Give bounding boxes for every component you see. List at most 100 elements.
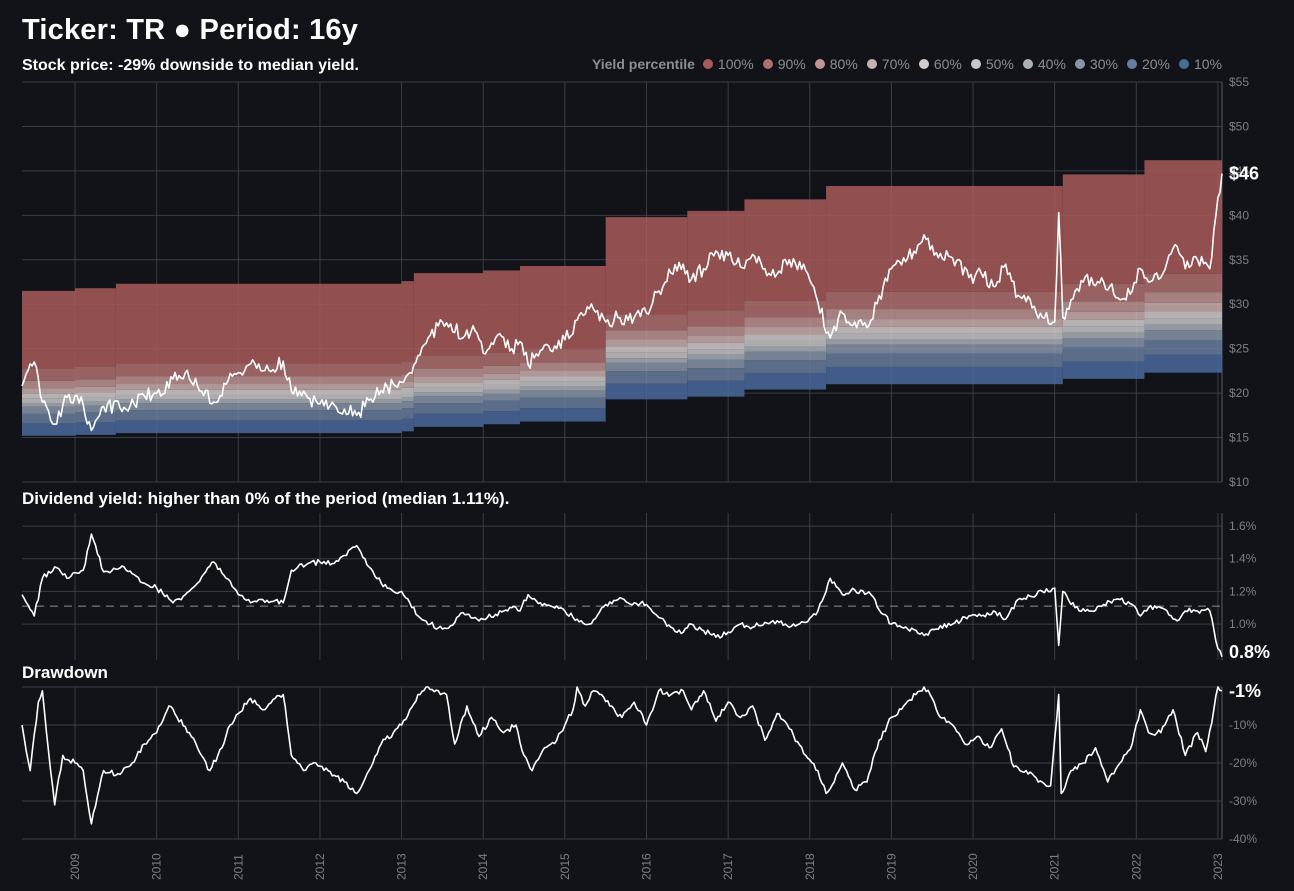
yield-panel: 1.0% 1.2% 1.4% 1.6% 0.8% xyxy=(21,513,1270,662)
y-tick-label: $15 xyxy=(1229,431,1249,445)
percentile-band xyxy=(22,368,76,381)
percentile-band xyxy=(413,413,484,427)
percentile-band xyxy=(605,330,688,340)
legend-dot xyxy=(814,59,825,69)
drawdown-end-label: -1% xyxy=(1229,681,1261,701)
percentile-band xyxy=(413,355,484,369)
percentile-band xyxy=(75,366,116,380)
drawdown-panel: -40% -30% -20% -10% -1% xyxy=(21,681,1261,846)
legend-dot xyxy=(918,59,929,69)
percentile-band xyxy=(483,352,520,366)
percentile-band xyxy=(687,335,745,343)
percentile-band xyxy=(744,317,827,328)
percentile-band xyxy=(1144,318,1222,325)
x-tick-label: 2022 xyxy=(1129,853,1143,880)
legend-item-40: 40% xyxy=(1022,56,1066,72)
percentile-band xyxy=(1062,338,1145,348)
percentile-band xyxy=(483,365,520,374)
legend-dot xyxy=(970,59,981,69)
percentile-band xyxy=(1144,273,1222,293)
x-tick-label: 2012 xyxy=(313,853,327,880)
percentile-band xyxy=(22,403,76,407)
legend-label: 70% xyxy=(881,56,910,72)
percentile-band xyxy=(519,381,606,387)
percentile-band xyxy=(1144,311,1222,319)
percentile-band xyxy=(605,371,688,384)
yield-percentile-legend: Yield percentile 100% 90% 80% 70% 60% 50… xyxy=(592,56,1222,72)
legend-item-50: 50% xyxy=(970,56,1014,72)
x-tick-label: 2020 xyxy=(966,853,980,880)
percentile-band xyxy=(401,397,414,402)
legend-item-80: 80% xyxy=(814,56,858,72)
percentile-band xyxy=(483,379,520,385)
percentile-band xyxy=(75,392,116,398)
percentile-band xyxy=(519,362,606,371)
drawdown-series-line xyxy=(21,686,1223,825)
percentile-band xyxy=(75,412,116,423)
legend-dot xyxy=(866,59,877,69)
x-tick-label: 2013 xyxy=(395,853,409,880)
percentile-band xyxy=(826,339,1063,345)
percentile-band xyxy=(115,389,402,395)
percentile-band xyxy=(1144,324,1222,331)
legend-item-10: 10% xyxy=(1178,56,1222,72)
percentile-band xyxy=(22,423,76,436)
y-tick-label: $55 xyxy=(1229,75,1249,89)
x-tick-label: 2015 xyxy=(558,853,572,880)
page-subtitle: Stock price: -29% downside to median yie… xyxy=(22,57,359,74)
percentile-band xyxy=(826,319,1063,327)
legend-dot xyxy=(762,59,773,69)
percentile-band xyxy=(605,358,688,363)
percentile-band xyxy=(75,379,116,387)
percentile-band xyxy=(483,384,520,390)
percentile-band xyxy=(1144,330,1222,340)
percentile-band xyxy=(687,354,745,360)
percentile-band xyxy=(483,393,520,401)
percentile-band xyxy=(22,290,76,369)
legend-dot xyxy=(1074,59,1085,69)
y-tick-label: -10% xyxy=(1229,718,1257,732)
percentile-band xyxy=(401,401,414,409)
percentile-band xyxy=(401,381,414,388)
percentile-band xyxy=(75,405,116,413)
percentile-band xyxy=(401,281,414,362)
percentile-band xyxy=(1062,319,1145,327)
legend-item-30: 30% xyxy=(1074,56,1118,72)
yield-end-label: 0.8% xyxy=(1229,642,1270,662)
percentile-band xyxy=(744,360,827,374)
percentile-band xyxy=(75,397,116,402)
percentile-band xyxy=(483,411,520,425)
page-title: Ticker: TR ● Period: 16y xyxy=(22,14,359,46)
legend-item-70: 70% xyxy=(866,56,910,72)
percentile-band xyxy=(1062,283,1145,302)
percentile-band xyxy=(605,346,688,353)
percentile-band xyxy=(519,397,606,409)
percentile-band xyxy=(115,420,402,434)
percentile-band xyxy=(826,333,1063,340)
percentile-band xyxy=(744,346,827,352)
percentile-band xyxy=(744,373,827,390)
legend-dot xyxy=(702,59,713,69)
y-tick-label: $40 xyxy=(1229,208,1249,222)
y-tick-label: 1.4% xyxy=(1229,552,1257,566)
x-tick-label: 2017 xyxy=(721,853,735,880)
legend-item-90: 90% xyxy=(762,56,806,72)
percentile-band xyxy=(413,368,484,377)
x-tick-label: 2021 xyxy=(1048,853,1062,880)
percentile-band xyxy=(401,392,414,398)
legend-label: 30% xyxy=(1089,56,1118,72)
percentile-band xyxy=(605,217,688,315)
legend-label: 40% xyxy=(1037,56,1066,72)
y-tick-label: $20 xyxy=(1229,386,1249,400)
x-tick-label: 2011 xyxy=(231,854,245,880)
percentile-band xyxy=(687,342,745,350)
x-axis: 2009 2010 2011 2012 2013 2014 2015 2016 2017 2018… xyxy=(68,853,1225,880)
percentile-band xyxy=(687,310,745,327)
legend-title: Yield percentile xyxy=(591,56,695,72)
percentile-band xyxy=(413,403,484,414)
percentile-band xyxy=(22,388,76,394)
percentile-band xyxy=(1144,339,1222,355)
percentile-band xyxy=(687,349,745,355)
percentile-band xyxy=(1144,354,1222,373)
